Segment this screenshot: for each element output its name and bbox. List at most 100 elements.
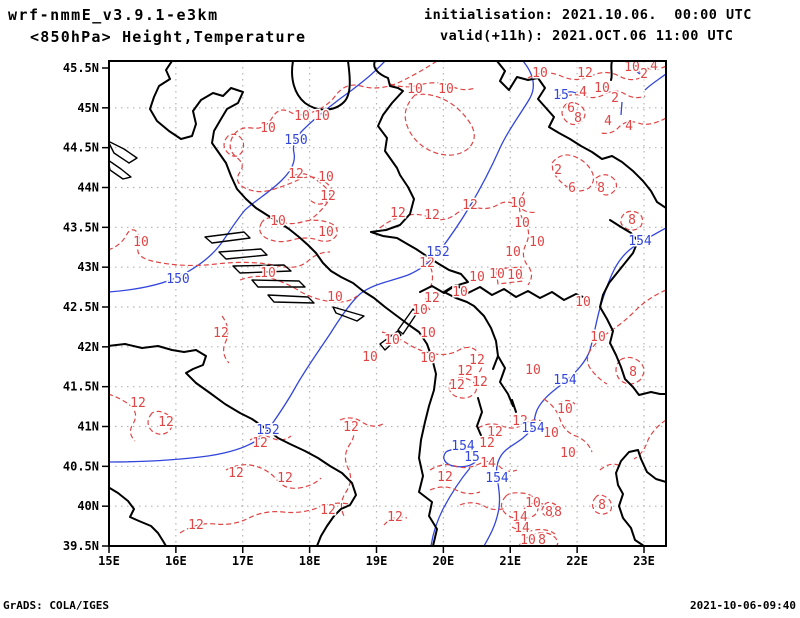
temperature-label: 12 (390, 206, 406, 221)
level-variable-title: <850hPa> Height,Temperature (30, 28, 307, 46)
central-border-wedge (370, 231, 499, 370)
temperature-label: 10 (529, 235, 545, 250)
creation-timestamp: 2021-10-06-09:40 (690, 599, 796, 612)
lon-axis-label: 21E (499, 554, 521, 568)
inland-border-blob (291, 62, 351, 111)
temperature-label: 14 (480, 456, 496, 471)
temperature-label: 2 (611, 91, 619, 106)
lat-axis-label: 42N (77, 340, 99, 354)
temp-contour (620, 210, 644, 231)
temp-contour (586, 289, 665, 385)
temperature-label: 4 (604, 114, 612, 129)
lon-axis-label: 17E (232, 554, 254, 568)
temperature-label: 2 (640, 67, 648, 82)
temperature-label: 10 (532, 66, 548, 81)
temperature-label: 8 (574, 111, 582, 126)
temperature-label: 10 (543, 426, 559, 441)
temp-contour (527, 71, 641, 81)
temperature-label: 12 (449, 378, 465, 393)
temp-contour (591, 494, 613, 515)
height-label: 154 (553, 373, 577, 388)
temperature-label: 12 (424, 291, 440, 306)
temp-contour (551, 154, 595, 192)
temperature-label: 10 (420, 351, 436, 366)
temp-contour (179, 502, 350, 534)
temperature-label: 10 (420, 326, 436, 341)
temp-contour (379, 201, 538, 229)
temp-contour (419, 255, 434, 311)
lat-axis-label: 40N (77, 499, 99, 513)
temperature-label: 10 (525, 363, 541, 378)
temperature-label: 12 (469, 353, 485, 368)
temperature-label: 12 (472, 375, 488, 390)
model-title: wrf-nmmE_v3.9.1-e3km (8, 6, 219, 24)
temperature-label: 10 (318, 225, 334, 240)
italy-calabria-coastline (110, 487, 167, 545)
temp-contour (541, 501, 559, 518)
height-contour-fragment (633, 69, 641, 75)
height-label: 154 (451, 439, 475, 454)
temperature-label: 10 (362, 350, 378, 365)
height-contour-154-branch (430, 467, 471, 545)
temp-contour (615, 356, 645, 385)
temp-contour (561, 101, 586, 126)
temperature-label: 10 (260, 121, 276, 136)
lat-axis-label: 43N (77, 260, 99, 274)
temperature-label: 10 (560, 446, 576, 461)
height-contour-fragment (620, 101, 623, 116)
lon-axis-label: 15E (98, 554, 120, 568)
temperature-label: 12 (228, 466, 244, 481)
lon-axis-label: 16E (165, 554, 187, 568)
height-label: 154 (628, 234, 652, 249)
temperature-label: 10 (594, 81, 610, 96)
temperature-label: 12 (424, 208, 440, 223)
temperature-label: 12 (277, 471, 293, 486)
height-contour-152 (110, 62, 534, 463)
temperature-label: 10 (318, 170, 334, 185)
height-label: 150 (166, 272, 189, 287)
temp-contour (225, 464, 322, 489)
lon-axis-label: 22E (566, 554, 588, 568)
temperature-label: 14 (512, 510, 528, 525)
temperature-label: 10 (270, 214, 286, 229)
temperature-label: 12 (213, 326, 229, 341)
temperature-label: 10 (507, 268, 523, 283)
lat-axis-label: 40.5N (63, 459, 99, 473)
lat-axis-label: 43.5N (63, 220, 99, 234)
lon-axis-label: 23E (633, 554, 655, 568)
temp-contour (110, 394, 137, 442)
height-label: 15 (464, 450, 480, 465)
temperature-label: 10 (260, 266, 276, 281)
temperature-label: 12 (158, 415, 174, 430)
temp-contour (381, 331, 484, 390)
temperature-label: 12 (188, 518, 204, 533)
temperature-label: 6 (567, 101, 575, 116)
temp-contour (287, 173, 331, 205)
temperature-label: 4 (625, 119, 633, 134)
temp-contour (495, 266, 524, 285)
temperature-label: 2 (554, 163, 562, 178)
temp-contour (340, 419, 355, 517)
temperature-label: 12 (320, 189, 336, 204)
temperature-label: 12 (288, 167, 304, 182)
lon-axis-label: 19E (366, 554, 388, 568)
temp-contour (559, 90, 646, 101)
axis-labels: 45.5N 45N 44.5N 44N 43.5N 43N 42.5N 42N 41.5N 41N… (63, 61, 655, 568)
border-segment (497, 355, 514, 407)
italy-apulia-coastline (110, 343, 357, 545)
border-fragment (511, 399, 517, 413)
island (332, 306, 365, 322)
temperature-label: 8 (554, 505, 562, 520)
height-contour-154-loop (443, 448, 479, 468)
temperature-label: 12 (320, 503, 336, 518)
temperature-label: 12 (512, 414, 528, 429)
adriatic-coastline (149, 62, 438, 545)
temp-contour (229, 62, 437, 221)
island (204, 231, 251, 244)
height-label: 152 (256, 423, 279, 438)
temperature-label: 12 (419, 256, 435, 271)
temperature-label: 10 (407, 82, 423, 97)
